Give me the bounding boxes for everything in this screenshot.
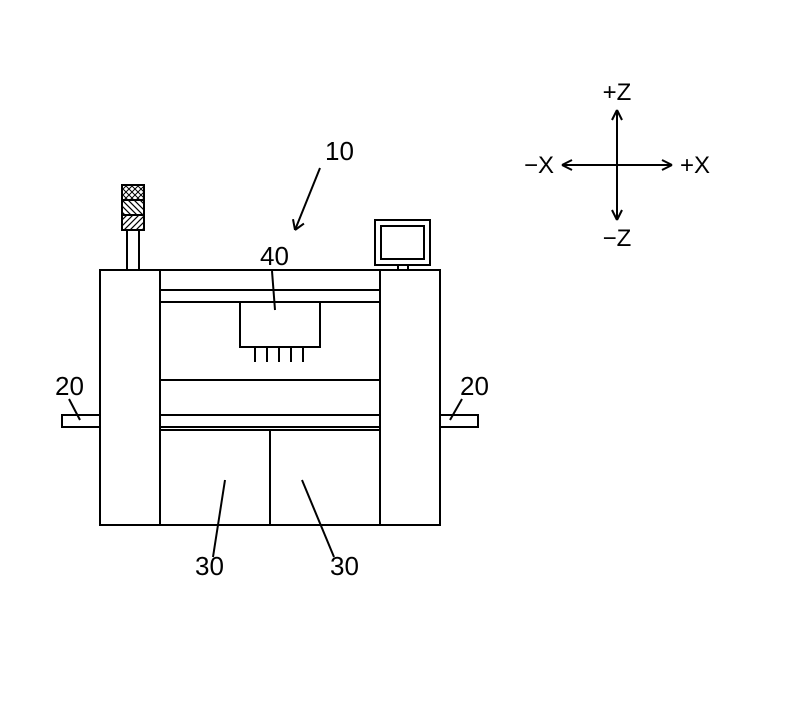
callout-20-left: 20 — [55, 371, 84, 401]
diagram-canvas: +X−X+Z−Z104020203030 — [0, 0, 800, 709]
leader-30-left — [213, 480, 225, 557]
leader-20-left — [69, 399, 80, 420]
signal-pole — [127, 230, 139, 270]
axis-label-pos-z: +Z — [603, 79, 632, 106]
callout-10: 10 — [325, 136, 354, 166]
right-column — [380, 270, 440, 525]
conveyor-stub-right — [440, 415, 478, 427]
mount-head — [240, 302, 320, 347]
callout-30-left: 30 — [195, 551, 224, 581]
leader-30-right — [302, 480, 334, 557]
axis-label-neg-x: −X — [524, 152, 554, 179]
monitor-screen — [381, 226, 424, 259]
monitor-stand — [398, 265, 408, 270]
signal-lamp-3 — [122, 215, 144, 230]
leader-20-right — [450, 399, 462, 420]
signal-lamp-1 — [122, 185, 144, 200]
axis-label-pos-x: +X — [680, 152, 710, 179]
gantry-rail — [160, 290, 380, 302]
signal-lamp-2 — [122, 200, 144, 215]
axes-indicator — [562, 110, 672, 220]
left-column — [100, 270, 160, 525]
callout-40: 40 — [260, 241, 289, 271]
callout-20-right: 20 — [460, 371, 489, 401]
axis-label-neg-z: −Z — [603, 225, 632, 252]
conveyor-stub-left — [62, 415, 100, 427]
